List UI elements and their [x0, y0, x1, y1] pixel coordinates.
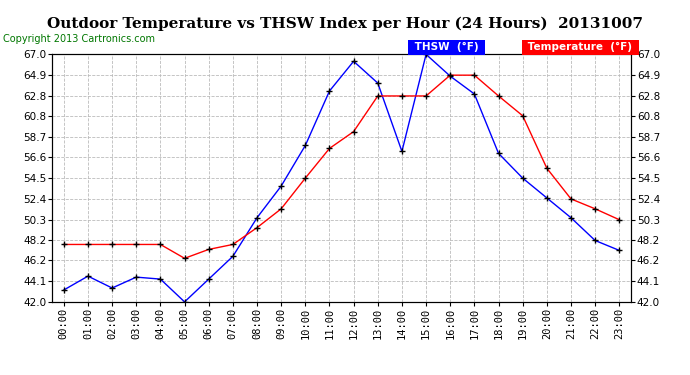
Text: Copyright 2013 Cartronics.com: Copyright 2013 Cartronics.com [3, 34, 155, 44]
Text: Temperature  (°F): Temperature (°F) [524, 42, 636, 52]
Text: THSW  (°F): THSW (°F) [411, 42, 482, 52]
Text: Outdoor Temperature vs THSW Index per Hour (24 Hours)  20131007: Outdoor Temperature vs THSW Index per Ho… [47, 17, 643, 31]
